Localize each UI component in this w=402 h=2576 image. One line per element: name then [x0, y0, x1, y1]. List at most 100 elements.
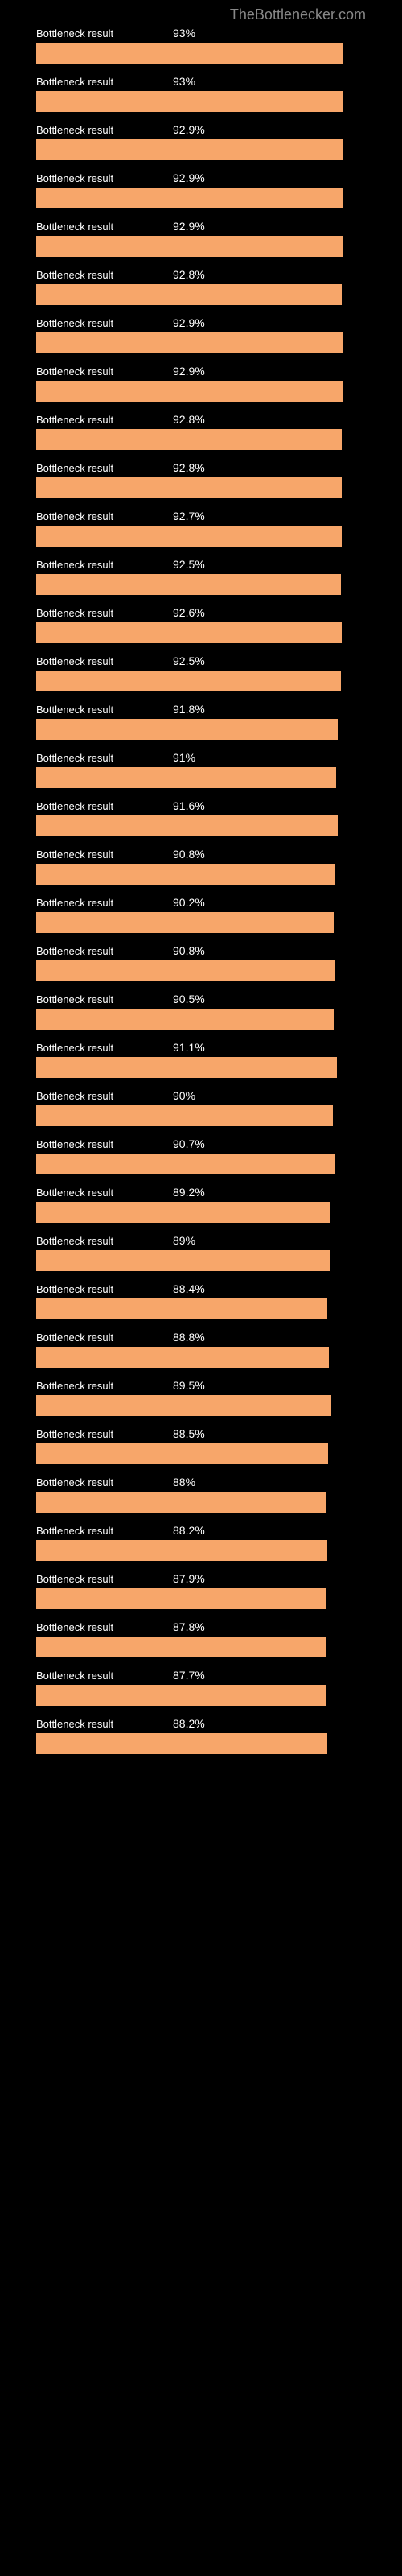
row-value: 91.1%	[173, 1041, 205, 1054]
row-value: 88.5%	[173, 1427, 205, 1440]
bar-track	[36, 284, 366, 305]
bar-fill	[36, 864, 335, 885]
chart-row: Bottleneck result92.9%	[36, 316, 366, 353]
bar-fill	[36, 1154, 335, 1174]
row-label: Bottleneck result	[36, 993, 157, 1005]
chart-row: Bottleneck result88%	[36, 1476, 366, 1513]
row-value: 93%	[173, 75, 195, 88]
chart-row: Bottleneck result90.2%	[36, 896, 366, 933]
bar-track	[36, 719, 366, 740]
bar-fill	[36, 1057, 337, 1078]
row-label-line: Bottleneck result87.8%	[36, 1620, 366, 1633]
row-label-line: Bottleneck result88.4%	[36, 1282, 366, 1295]
bar-fill	[36, 719, 338, 740]
bar-track	[36, 1540, 366, 1561]
bar-fill	[36, 815, 338, 836]
chart-row: Bottleneck result93%	[36, 27, 366, 64]
row-value: 88.4%	[173, 1282, 205, 1295]
row-label: Bottleneck result	[36, 365, 157, 378]
row-label-line: Bottleneck result 91.8%	[36, 703, 366, 716]
chart-row: Bottleneck result 92.8%	[36, 268, 366, 305]
bar-fill	[36, 767, 336, 788]
chart-row: Bottleneck result 90.7%	[36, 1137, 366, 1174]
row-label: Bottleneck result	[36, 317, 157, 329]
bar-fill	[36, 1298, 327, 1319]
bar-track	[36, 960, 366, 981]
row-label-line: Bottleneck result88.8%	[36, 1331, 366, 1344]
bar-fill	[36, 1395, 331, 1416]
chart-row: Bottleneck result93%	[36, 75, 366, 112]
chart-row: Bottleneck result92.5%	[36, 654, 366, 691]
bar-track	[36, 912, 366, 933]
bar-track	[36, 1443, 366, 1464]
chart-row: Bottleneck result88.2%	[36, 1524, 366, 1561]
bar-fill	[36, 1540, 327, 1561]
bar-track	[36, 1057, 366, 1078]
row-label-line: Bottleneck result88.5%	[36, 1427, 366, 1440]
row-label: Bottleneck result	[36, 269, 157, 281]
row-label: Bottleneck result	[36, 1090, 157, 1102]
bar-fill	[36, 622, 342, 643]
row-label: Bottleneck result	[36, 945, 157, 957]
row-label: Bottleneck result	[36, 607, 157, 619]
bar-fill	[36, 477, 342, 498]
bar-fill	[36, 574, 341, 595]
row-value: 93%	[173, 27, 195, 39]
row-label: Bottleneck result	[36, 1331, 157, 1344]
row-value: 92.9%	[173, 220, 205, 233]
row-value: 92.5%	[173, 654, 205, 667]
row-label-line: Bottleneck result 92.9%	[36, 365, 366, 378]
bar-track	[36, 1395, 366, 1416]
row-value: 90.7%	[173, 1137, 205, 1150]
chart-row: Bottleneck result90.5%	[36, 993, 366, 1030]
chart-row: Bottleneck result88.5%	[36, 1427, 366, 1464]
row-value: 92.8%	[173, 461, 205, 474]
row-label: Bottleneck result	[36, 221, 157, 233]
row-label: Bottleneck result	[36, 1042, 157, 1054]
row-label: Bottleneck result	[36, 124, 157, 136]
row-label-line: Bottleneck result 92.8%	[36, 268, 366, 281]
row-label: Bottleneck result	[36, 462, 157, 474]
bar-track	[36, 188, 366, 208]
row-label: Bottleneck result	[36, 848, 157, 861]
chart-row: Bottleneck result90.8%	[36, 848, 366, 885]
row-label: Bottleneck result	[36, 752, 157, 764]
row-value: 91.8%	[173, 703, 205, 716]
bar-fill	[36, 1202, 330, 1223]
row-label-line: Bottleneck result 92.9%	[36, 220, 366, 233]
bar-track	[36, 622, 366, 643]
row-label-line: Bottleneck result 92.8%	[36, 461, 366, 474]
bar-fill	[36, 1009, 334, 1030]
row-label-line: Bottleneck result93%	[36, 75, 366, 88]
chart-row: Bottleneck result88.4%	[36, 1282, 366, 1319]
row-label-line: Bottleneck result89.5%	[36, 1379, 366, 1392]
chart-row: Bottleneck result90.8%	[36, 944, 366, 981]
bar-fill	[36, 1347, 329, 1368]
row-label-line: Bottleneck result91%	[36, 751, 366, 764]
chart-row: Bottleneck result 92.8%	[36, 461, 366, 498]
bar-fill	[36, 381, 343, 402]
site-title: TheBottlenecker.com	[230, 6, 366, 23]
bar-fill	[36, 332, 343, 353]
row-label: Bottleneck result	[36, 414, 157, 426]
bar-fill	[36, 1492, 326, 1513]
row-value: 92.9%	[173, 365, 205, 378]
row-value: 88.2%	[173, 1524, 205, 1537]
chart-row: Bottleneck result88.8%	[36, 1331, 366, 1368]
bar-track	[36, 1637, 366, 1657]
header: TheBottlenecker.com	[0, 0, 402, 27]
row-label-line: Bottleneck result88.2%	[36, 1524, 366, 1537]
row-value: 92.8%	[173, 268, 205, 281]
bar-track	[36, 864, 366, 885]
row-label-line: Bottleneck result91.6%	[36, 799, 366, 812]
row-label-line: Bottleneck result92.5%	[36, 558, 366, 571]
row-label: Bottleneck result	[36, 704, 157, 716]
bar-track	[36, 236, 366, 257]
row-label-line: Bottleneck result92.6%	[36, 606, 366, 619]
bar-fill	[36, 139, 343, 160]
bar-fill	[36, 188, 343, 208]
bar-fill	[36, 43, 343, 64]
row-value: 90%	[173, 1089, 195, 1102]
chart-row: Bottleneck result 92.9%	[36, 365, 366, 402]
row-label: Bottleneck result	[36, 1138, 157, 1150]
